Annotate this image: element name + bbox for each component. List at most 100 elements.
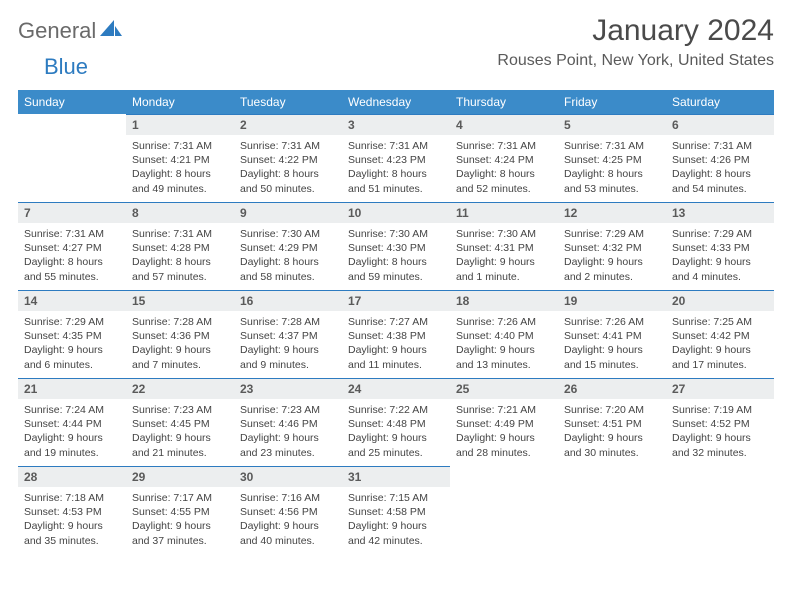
calendar-cell: 25Sunrise: 7:21 AMSunset: 4:49 PMDayligh…: [450, 378, 558, 466]
day-number: 1: [126, 114, 234, 135]
day-body: Sunrise: 7:31 AMSunset: 4:24 PMDaylight:…: [450, 135, 558, 200]
location-text: Rouses Point, New York, United States: [497, 52, 774, 70]
weekday-header: Tuesday: [234, 90, 342, 114]
day-body: Sunrise: 7:30 AMSunset: 4:31 PMDaylight:…: [450, 223, 558, 288]
day-number: 16: [234, 290, 342, 311]
day-number: 20: [666, 290, 774, 311]
calendar-row: 14Sunrise: 7:29 AMSunset: 4:35 PMDayligh…: [18, 290, 774, 378]
calendar-cell: 16Sunrise: 7:28 AMSunset: 4:37 PMDayligh…: [234, 290, 342, 378]
day-number: 17: [342, 290, 450, 311]
day-body: Sunrise: 7:19 AMSunset: 4:52 PMDaylight:…: [666, 399, 774, 464]
calendar-cell: 28Sunrise: 7:18 AMSunset: 4:53 PMDayligh…: [18, 466, 126, 554]
day-body: Sunrise: 7:27 AMSunset: 4:38 PMDaylight:…: [342, 311, 450, 376]
day-number: 25: [450, 378, 558, 399]
calendar-row: 28Sunrise: 7:18 AMSunset: 4:53 PMDayligh…: [18, 466, 774, 554]
day-body: Sunrise: 7:30 AMSunset: 4:30 PMDaylight:…: [342, 223, 450, 288]
calendar-cell: 27Sunrise: 7:19 AMSunset: 4:52 PMDayligh…: [666, 378, 774, 466]
day-number: 27: [666, 378, 774, 399]
day-number: 9: [234, 202, 342, 223]
calendar-cell: 1Sunrise: 7:31 AMSunset: 4:21 PMDaylight…: [126, 114, 234, 202]
calendar-row: 21Sunrise: 7:24 AMSunset: 4:44 PMDayligh…: [18, 378, 774, 466]
day-body: Sunrise: 7:25 AMSunset: 4:42 PMDaylight:…: [666, 311, 774, 376]
day-number: 23: [234, 378, 342, 399]
day-body: Sunrise: 7:22 AMSunset: 4:48 PMDaylight:…: [342, 399, 450, 464]
day-body: Sunrise: 7:31 AMSunset: 4:27 PMDaylight:…: [18, 223, 126, 288]
weekday-header: Saturday: [666, 90, 774, 114]
day-number: 14: [18, 290, 126, 311]
day-body: Sunrise: 7:15 AMSunset: 4:58 PMDaylight:…: [342, 487, 450, 552]
day-body: Sunrise: 7:31 AMSunset: 4:26 PMDaylight:…: [666, 135, 774, 200]
day-number: 12: [558, 202, 666, 223]
day-number: 6: [666, 114, 774, 135]
calendar-cell: 26Sunrise: 7:20 AMSunset: 4:51 PMDayligh…: [558, 378, 666, 466]
weekday-header: Sunday: [18, 90, 126, 114]
day-number: 19: [558, 290, 666, 311]
day-number: 28: [18, 466, 126, 487]
day-body: Sunrise: 7:31 AMSunset: 4:22 PMDaylight:…: [234, 135, 342, 200]
day-body: Sunrise: 7:28 AMSunset: 4:37 PMDaylight:…: [234, 311, 342, 376]
calendar-cell: 23Sunrise: 7:23 AMSunset: 4:46 PMDayligh…: [234, 378, 342, 466]
calendar-cell: 7Sunrise: 7:31 AMSunset: 4:27 PMDaylight…: [18, 202, 126, 290]
day-number: 21: [18, 378, 126, 399]
weekday-header: Thursday: [450, 90, 558, 114]
day-body: Sunrise: 7:29 AMSunset: 4:35 PMDaylight:…: [18, 311, 126, 376]
title-block: January 2024 Rouses Point, New York, Uni…: [497, 14, 774, 70]
day-body: Sunrise: 7:21 AMSunset: 4:49 PMDaylight:…: [450, 399, 558, 464]
calendar-cell: 14Sunrise: 7:29 AMSunset: 4:35 PMDayligh…: [18, 290, 126, 378]
calendar-cell: 5Sunrise: 7:31 AMSunset: 4:25 PMDaylight…: [558, 114, 666, 202]
day-body: Sunrise: 7:17 AMSunset: 4:55 PMDaylight:…: [126, 487, 234, 552]
day-number: 24: [342, 378, 450, 399]
weekday-header: Friday: [558, 90, 666, 114]
day-body: Sunrise: 7:29 AMSunset: 4:33 PMDaylight:…: [666, 223, 774, 288]
day-number: 31: [342, 466, 450, 487]
day-body: Sunrise: 7:23 AMSunset: 4:46 PMDaylight:…: [234, 399, 342, 464]
day-body: Sunrise: 7:24 AMSunset: 4:44 PMDaylight:…: [18, 399, 126, 464]
day-body: Sunrise: 7:20 AMSunset: 4:51 PMDaylight:…: [558, 399, 666, 464]
day-body: Sunrise: 7:28 AMSunset: 4:36 PMDaylight:…: [126, 311, 234, 376]
weekday-header: Wednesday: [342, 90, 450, 114]
calendar-cell: 3Sunrise: 7:31 AMSunset: 4:23 PMDaylight…: [342, 114, 450, 202]
day-body: Sunrise: 7:16 AMSunset: 4:56 PMDaylight:…: [234, 487, 342, 552]
day-number: 26: [558, 378, 666, 399]
day-number: 10: [342, 202, 450, 223]
day-number: 29: [126, 466, 234, 487]
calendar-cell: 9Sunrise: 7:30 AMSunset: 4:29 PMDaylight…: [234, 202, 342, 290]
calendar-body: ..1Sunrise: 7:31 AMSunset: 4:21 PMDaylig…: [18, 114, 774, 554]
weekday-header-row: SundayMondayTuesdayWednesdayThursdayFrid…: [18, 90, 774, 114]
calendar-cell: 8Sunrise: 7:31 AMSunset: 4:28 PMDaylight…: [126, 202, 234, 290]
page-title: January 2024: [497, 14, 774, 48]
day-body: Sunrise: 7:23 AMSunset: 4:45 PMDaylight:…: [126, 399, 234, 464]
day-number: 13: [666, 202, 774, 223]
day-body: Sunrise: 7:26 AMSunset: 4:41 PMDaylight:…: [558, 311, 666, 376]
calendar-cell: ..: [18, 114, 126, 202]
day-body: Sunrise: 7:31 AMSunset: 4:23 PMDaylight:…: [342, 135, 450, 200]
calendar-cell: 31Sunrise: 7:15 AMSunset: 4:58 PMDayligh…: [342, 466, 450, 554]
calendar-cell: 21Sunrise: 7:24 AMSunset: 4:44 PMDayligh…: [18, 378, 126, 466]
calendar-row: ..1Sunrise: 7:31 AMSunset: 4:21 PMDaylig…: [18, 114, 774, 202]
calendar-cell: 20Sunrise: 7:25 AMSunset: 4:42 PMDayligh…: [666, 290, 774, 378]
logo: General: [18, 14, 122, 44]
calendar-cell: 15Sunrise: 7:28 AMSunset: 4:36 PMDayligh…: [126, 290, 234, 378]
calendar-row: 7Sunrise: 7:31 AMSunset: 4:27 PMDaylight…: [18, 202, 774, 290]
day-number: 11: [450, 202, 558, 223]
day-number: 8: [126, 202, 234, 223]
day-number: 2: [234, 114, 342, 135]
day-number: 3: [342, 114, 450, 135]
calendar-cell: 10Sunrise: 7:30 AMSunset: 4:30 PMDayligh…: [342, 202, 450, 290]
calendar-cell: 11Sunrise: 7:30 AMSunset: 4:31 PMDayligh…: [450, 202, 558, 290]
day-number: 30: [234, 466, 342, 487]
day-body: Sunrise: 7:31 AMSunset: 4:21 PMDaylight:…: [126, 135, 234, 200]
calendar-cell: 24Sunrise: 7:22 AMSunset: 4:48 PMDayligh…: [342, 378, 450, 466]
day-number: 7: [18, 202, 126, 223]
day-number: 22: [126, 378, 234, 399]
logo-text-general: General: [18, 18, 96, 44]
calendar-cell: [558, 466, 666, 554]
calendar-cell: 19Sunrise: 7:26 AMSunset: 4:41 PMDayligh…: [558, 290, 666, 378]
day-number: 18: [450, 290, 558, 311]
calendar-cell: 22Sunrise: 7:23 AMSunset: 4:45 PMDayligh…: [126, 378, 234, 466]
calendar-cell: 4Sunrise: 7:31 AMSunset: 4:24 PMDaylight…: [450, 114, 558, 202]
day-body: Sunrise: 7:31 AMSunset: 4:28 PMDaylight:…: [126, 223, 234, 288]
calendar-cell: [666, 466, 774, 554]
calendar-cell: 12Sunrise: 7:29 AMSunset: 4:32 PMDayligh…: [558, 202, 666, 290]
calendar-cell: 13Sunrise: 7:29 AMSunset: 4:33 PMDayligh…: [666, 202, 774, 290]
